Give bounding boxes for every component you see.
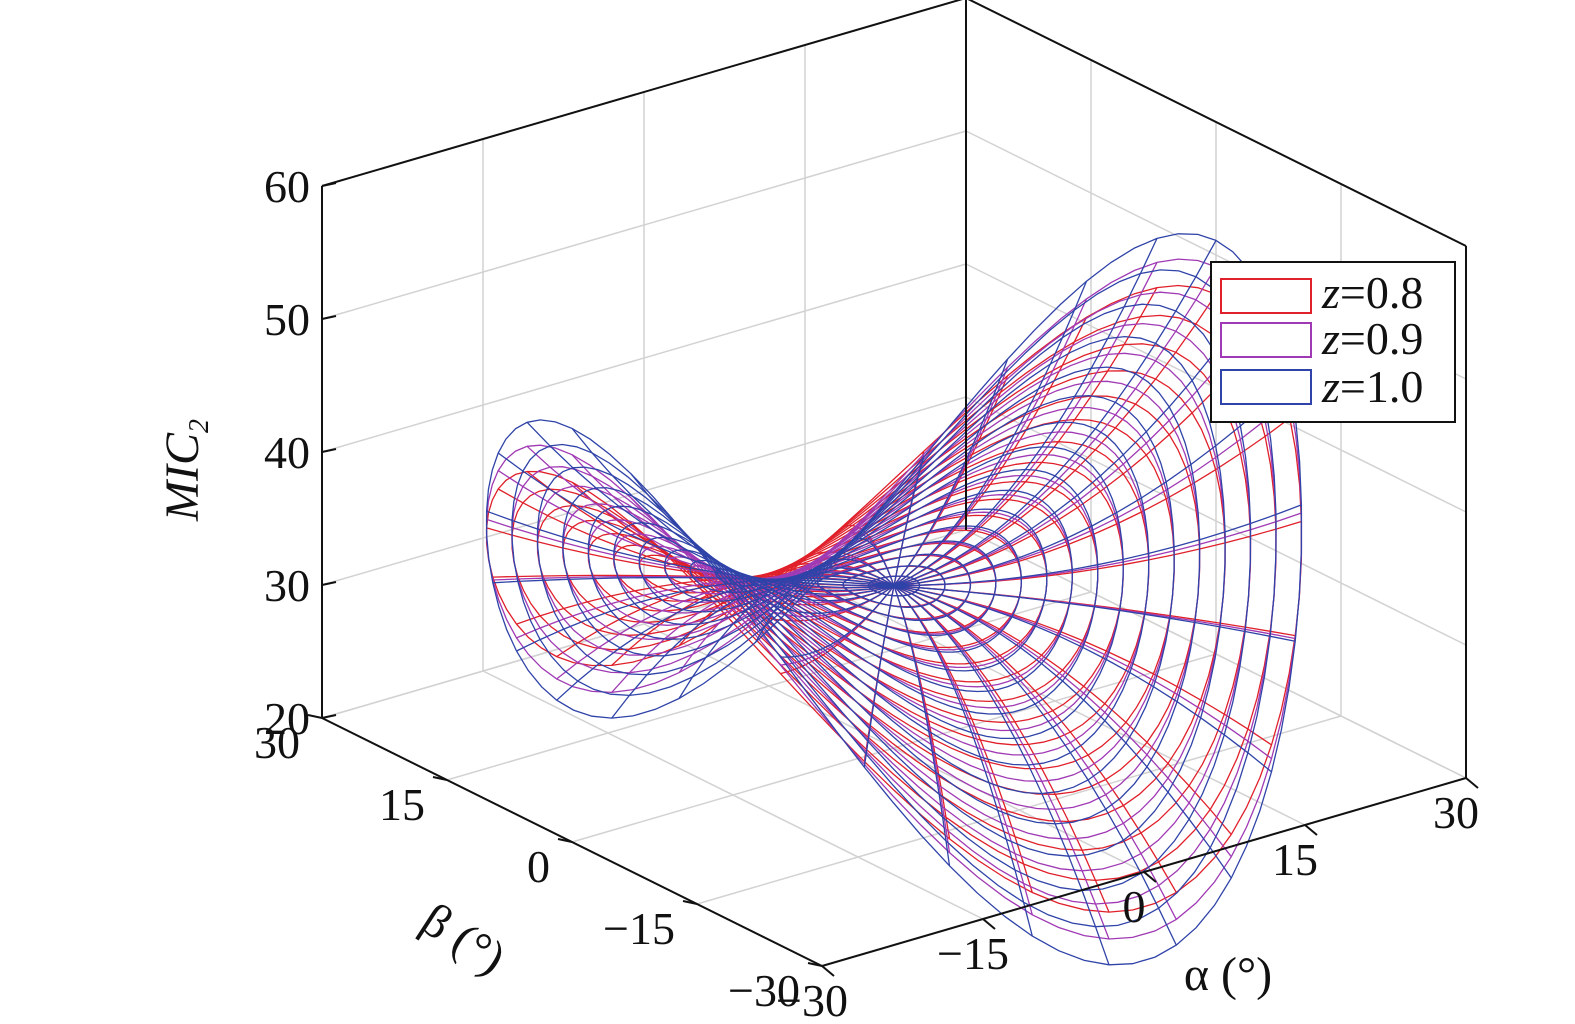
box-edge bbox=[321, 0, 963, 187]
y-tick-label: 30 bbox=[254, 717, 300, 768]
surface-spoke bbox=[780, 585, 895, 658]
surface-spoke bbox=[893, 381, 1291, 587]
surface-spoke bbox=[893, 585, 1272, 746]
x-tick-label: 15 bbox=[1272, 834, 1318, 885]
surface-spoke bbox=[893, 456, 925, 586]
surface-z=0.9 bbox=[485, 258, 1303, 940]
box-edge bbox=[967, 0, 1467, 247]
z-tick-label: 30 bbox=[264, 560, 310, 611]
legend-swatch-z-0.8 bbox=[1220, 278, 1312, 314]
legend: z=0.8 z=0.9 z=1.0 bbox=[1210, 261, 1456, 423]
surface-spoke bbox=[893, 504, 1302, 587]
y-tick-label: −30 bbox=[728, 965, 800, 1016]
surface-spoke bbox=[611, 572, 895, 719]
surface-spoke bbox=[893, 289, 1262, 587]
surface-z=1.0 bbox=[485, 233, 1303, 966]
x-tick-label: −30 bbox=[776, 975, 848, 1024]
surface-spoke bbox=[893, 358, 1009, 587]
surface-spoke bbox=[893, 238, 1158, 587]
legend-swatch-z-1.0 bbox=[1220, 369, 1312, 405]
surface-ring bbox=[511, 291, 1277, 905]
z-tick-label: 20 bbox=[264, 693, 310, 744]
surface-spoke bbox=[893, 585, 1296, 642]
z-tick bbox=[321, 448, 337, 453]
legend-label-z-0.8: z=0.8 bbox=[1321, 267, 1423, 318]
x-tick bbox=[821, 965, 835, 977]
surface-spoke bbox=[486, 510, 895, 587]
surface-ring bbox=[511, 269, 1277, 928]
surface-spoke bbox=[893, 293, 1217, 587]
legend-label-z-0.9: z=0.9 bbox=[1321, 313, 1423, 364]
backwall-gridline-z bbox=[321, 263, 967, 453]
surface-spoke bbox=[893, 585, 1110, 966]
y-axis-label: β (°) bbox=[412, 893, 514, 985]
surface-spoke bbox=[893, 266, 1217, 587]
x-tick bbox=[1143, 871, 1157, 883]
x-axis-label: α (°) bbox=[1184, 948, 1272, 1001]
surface-ring bbox=[485, 258, 1303, 940]
y-tick bbox=[807, 962, 823, 967]
x-tick-label: 30 bbox=[1433, 787, 1479, 838]
x-tick bbox=[1465, 777, 1479, 789]
legend-label-z-1.0: z=1.0 bbox=[1321, 361, 1423, 412]
z-tick-label: 60 bbox=[264, 161, 310, 212]
legend-box bbox=[1210, 261, 1456, 423]
surface-layer bbox=[485, 233, 1303, 966]
surface-spoke bbox=[893, 585, 1272, 773]
y-tick bbox=[557, 838, 573, 843]
sidewall-gridline-z bbox=[965, 396, 1467, 646]
surface-spoke bbox=[893, 585, 1033, 937]
surface-spoke bbox=[755, 558, 895, 643]
y-tick bbox=[307, 714, 323, 719]
x-tick-label: 0 bbox=[1123, 881, 1146, 932]
surface-ring bbox=[511, 314, 1277, 882]
surface-spoke bbox=[893, 280, 1088, 587]
z-axis-label: MIC2 bbox=[156, 419, 215, 522]
y-tick bbox=[682, 900, 698, 905]
surface-spoke bbox=[893, 240, 1217, 587]
surface-spoke bbox=[701, 553, 895, 614]
z-tick bbox=[321, 315, 337, 320]
y-tick-label: −15 bbox=[603, 903, 675, 954]
floor-gridline-y bbox=[696, 715, 1342, 905]
surface-spoke bbox=[492, 576, 895, 587]
surface-spoke bbox=[893, 262, 1158, 587]
z-tick-label: 40 bbox=[264, 427, 310, 478]
surface-spoke bbox=[893, 585, 1177, 893]
x-tick bbox=[982, 918, 996, 930]
z-tick bbox=[321, 581, 337, 586]
surface-spoke bbox=[893, 585, 1232, 879]
surface-spoke bbox=[893, 585, 1177, 946]
floor-gridline-y bbox=[571, 653, 1217, 843]
z-tick bbox=[321, 182, 337, 187]
surface-spoke bbox=[893, 338, 1262, 587]
surface-spoke bbox=[571, 427, 895, 596]
legend-swatch-z-0.9 bbox=[1220, 322, 1312, 358]
backwall-gridline-z bbox=[321, 130, 967, 320]
y-tick-label: 15 bbox=[379, 779, 425, 830]
y-tick bbox=[432, 776, 448, 781]
surface-spoke bbox=[893, 585, 951, 866]
surface-ring bbox=[485, 233, 1303, 966]
surface-spoke bbox=[516, 577, 895, 652]
surface-spoke bbox=[630, 497, 895, 604]
surface-spoke bbox=[556, 575, 895, 701]
x-tick bbox=[1304, 824, 1318, 836]
surface-spoke bbox=[497, 452, 895, 589]
x-tick-label: −15 bbox=[937, 928, 1009, 979]
surface-spoke bbox=[526, 421, 895, 592]
surface-ring bbox=[766, 525, 1022, 653]
surface-spoke bbox=[863, 585, 895, 768]
surface-spoke bbox=[630, 473, 895, 602]
y-tick-label: 0 bbox=[527, 841, 550, 892]
z-tick bbox=[321, 714, 337, 719]
surface-spoke bbox=[893, 287, 1158, 587]
z-tick-label: 50 bbox=[264, 294, 310, 345]
surface-spoke bbox=[837, 537, 895, 586]
